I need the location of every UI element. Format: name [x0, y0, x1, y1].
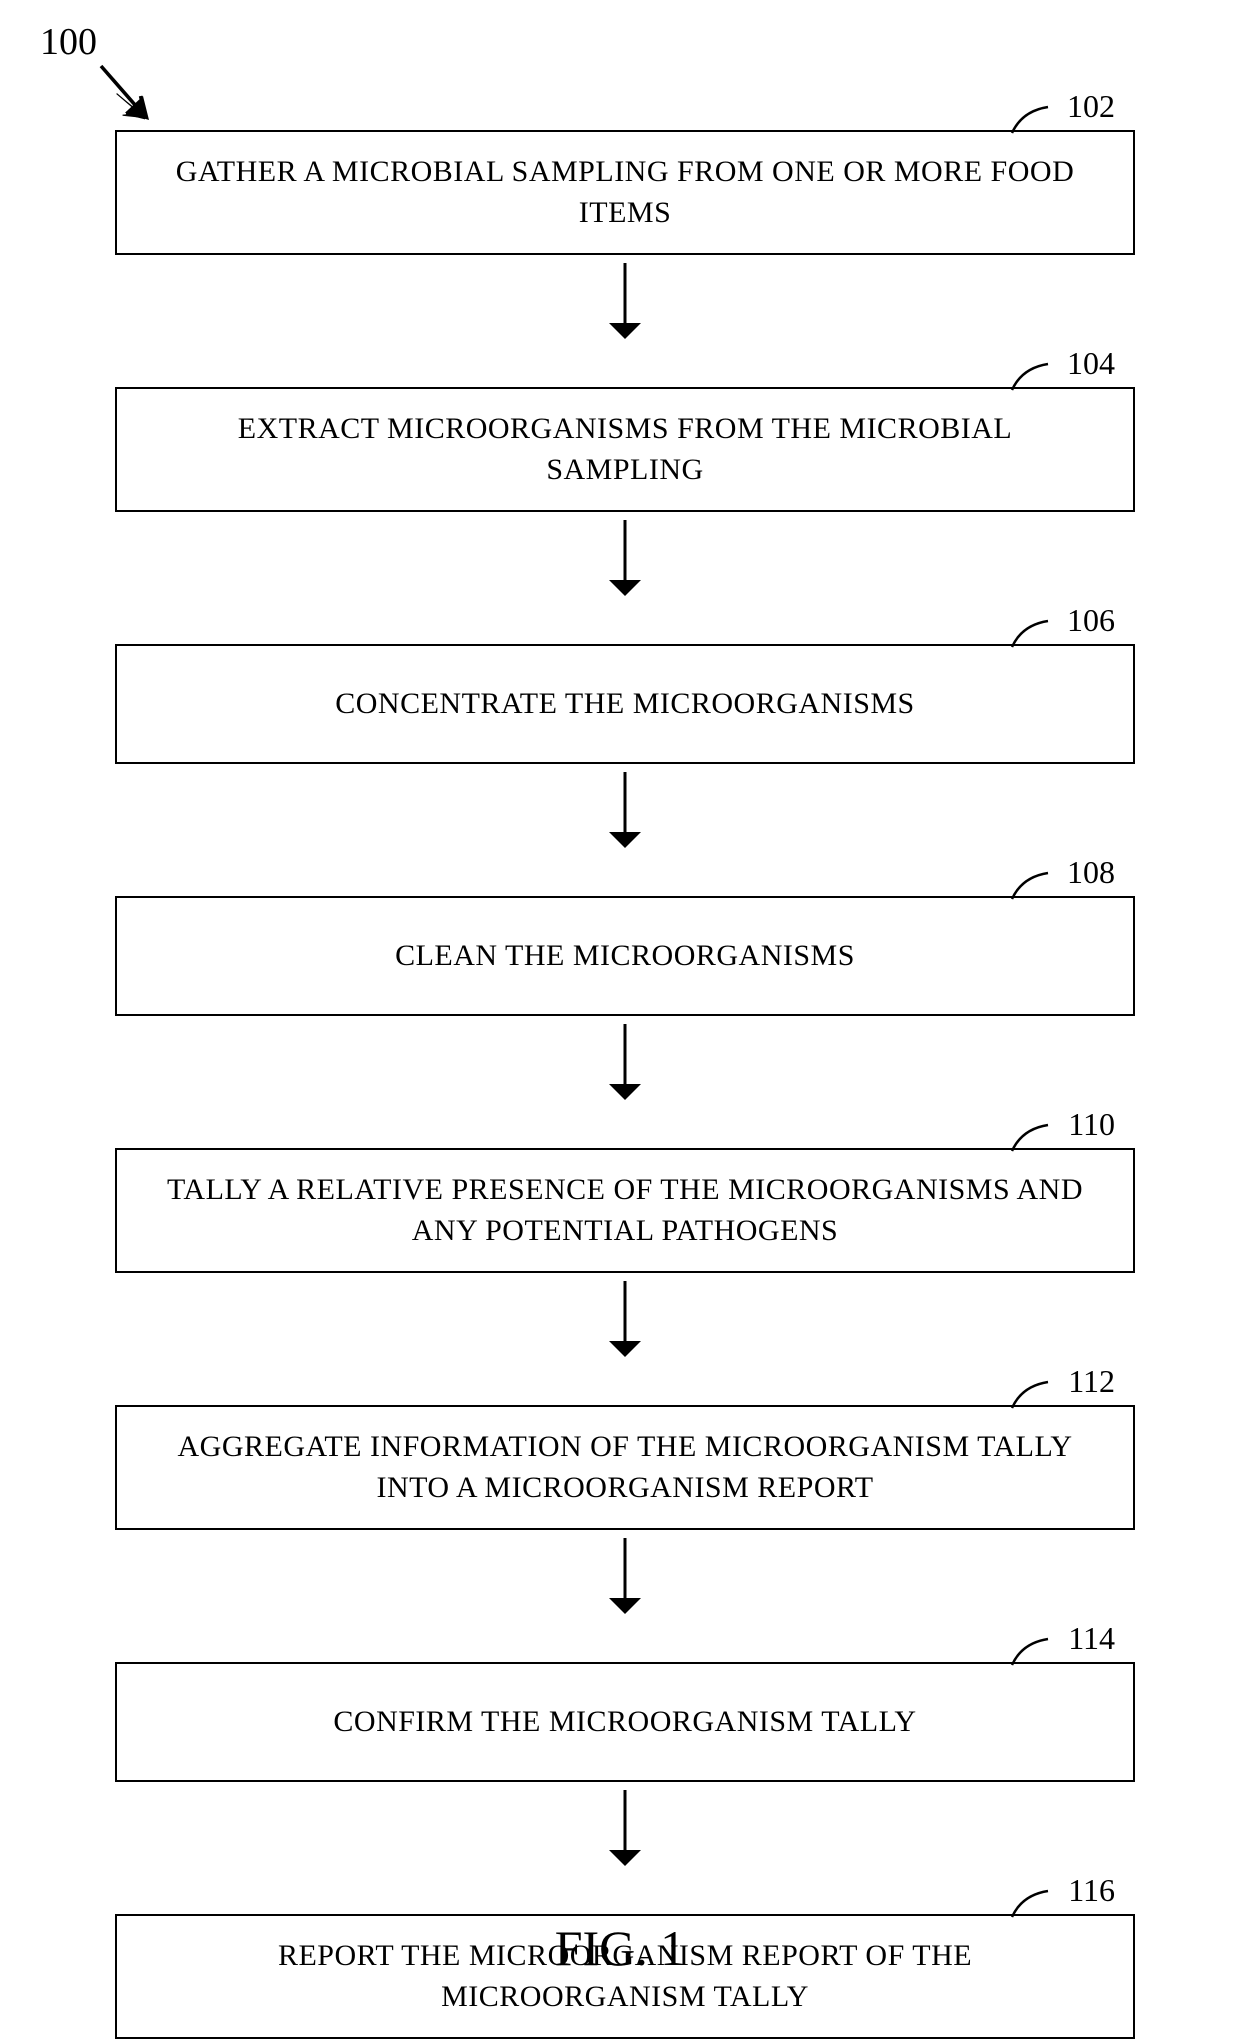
label-connector-icon [1010, 362, 1050, 392]
step-box: CLEAN THE MICROORGANISMS [115, 896, 1135, 1016]
step-text: GATHER A MICROBIAL SAMPLING FROM ONE OR … [157, 152, 1093, 233]
label-connector-icon [1010, 1123, 1050, 1153]
step-text: EXTRACT MICROORGANISMS FROM THE MICROBIA… [157, 409, 1093, 490]
flowchart-step: 102GATHER A MICROBIAL SAMPLING FROM ONE … [115, 130, 1135, 255]
step-number-label: 104 [1067, 345, 1115, 382]
step-text: AGGREGATE INFORMATION OF THE MICROORGANI… [157, 1427, 1093, 1508]
flowchart-step: 104EXTRACT MICROORGANISMS FROM THE MICRO… [115, 387, 1135, 512]
step-box: GATHER A MICROBIAL SAMPLING FROM ONE OR … [115, 130, 1135, 255]
step-text: CONFIRM THE MICROORGANISM TALLY [333, 1702, 916, 1743]
step-box: CONCENTRATE THE MICROORGANISMS [115, 644, 1135, 764]
flowchart-step: 106CONCENTRATE THE MICROORGANISMS [115, 644, 1135, 764]
label-connector-icon [1010, 1637, 1050, 1667]
flowchart-step: 110TALLY A RELATIVE PRESENCE OF THE MICR… [115, 1148, 1135, 1273]
step-number-label: 106 [1067, 602, 1115, 639]
pointer-arrow-icon [95, 60, 167, 132]
step-number-label: 102 [1067, 88, 1115, 125]
figure-caption: FIG. 1 [0, 1919, 1240, 1977]
flow-arrow-icon [115, 772, 1135, 848]
step-text: CLEAN THE MICROORGANISMS [395, 936, 855, 977]
step-number-label: 108 [1067, 854, 1115, 891]
flow-arrow-icon [115, 1790, 1135, 1866]
flowchart-step: 112AGGREGATE INFORMATION OF THE MICROORG… [115, 1405, 1135, 1530]
step-number-label: 110 [1068, 1106, 1115, 1143]
step-box: EXTRACT MICROORGANISMS FROM THE MICROBIA… [115, 387, 1135, 512]
step-number-label: 114 [1068, 1620, 1115, 1657]
flowchart-container: 102GATHER A MICROBIAL SAMPLING FROM ONE … [115, 130, 1135, 2039]
flowchart-step: 108CLEAN THE MICROORGANISMS [115, 896, 1135, 1016]
flow-arrow-icon [115, 1024, 1135, 1100]
diagram-main-label: 100 [40, 20, 97, 64]
flowchart-step: 114CONFIRM THE MICROORGANISM TALLY [115, 1662, 1135, 1782]
step-box: CONFIRM THE MICROORGANISM TALLY [115, 1662, 1135, 1782]
flow-arrow-icon [115, 1281, 1135, 1357]
step-number-label: 112 [1068, 1363, 1115, 1400]
label-connector-icon [1010, 619, 1050, 649]
step-text: TALLY A RELATIVE PRESENCE OF THE MICROOR… [157, 1170, 1093, 1251]
flow-arrow-icon [115, 263, 1135, 339]
step-box: AGGREGATE INFORMATION OF THE MICROORGANI… [115, 1405, 1135, 1530]
label-connector-icon [1010, 1889, 1050, 1919]
step-box: TALLY A RELATIVE PRESENCE OF THE MICROOR… [115, 1148, 1135, 1273]
flow-arrow-icon [115, 1538, 1135, 1614]
step-text: CONCENTRATE THE MICROORGANISMS [335, 684, 915, 725]
label-connector-icon [1010, 1380, 1050, 1410]
flow-arrow-icon [115, 520, 1135, 596]
step-number-label: 116 [1068, 1872, 1115, 1909]
label-connector-icon [1010, 871, 1050, 901]
label-connector-icon [1010, 105, 1050, 135]
